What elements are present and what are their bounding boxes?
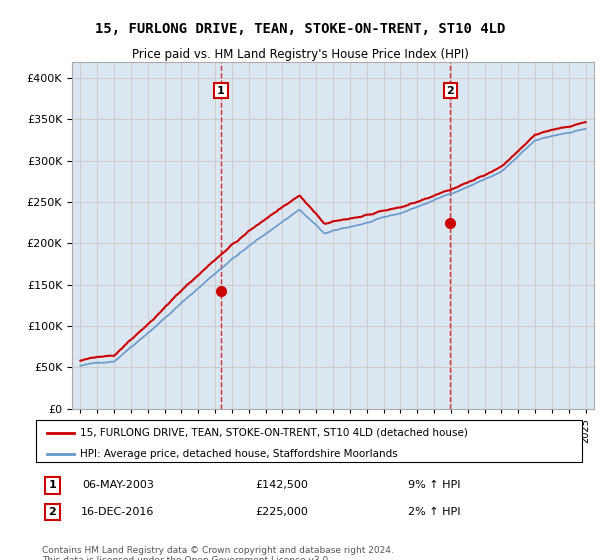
Text: 9% ↑ HPI: 9% ↑ HPI: [409, 480, 461, 490]
FancyBboxPatch shape: [36, 420, 582, 462]
Text: 1: 1: [49, 480, 56, 490]
Text: Price paid vs. HM Land Registry's House Price Index (HPI): Price paid vs. HM Land Registry's House …: [131, 48, 469, 60]
Text: 2: 2: [49, 507, 56, 517]
Text: 2% ↑ HPI: 2% ↑ HPI: [409, 507, 461, 517]
Text: HPI: Average price, detached house, Staffordshire Moorlands: HPI: Average price, detached house, Staf…: [80, 449, 397, 459]
Text: £142,500: £142,500: [255, 480, 308, 490]
Text: £225,000: £225,000: [255, 507, 308, 517]
Text: 16-DEC-2016: 16-DEC-2016: [81, 507, 155, 517]
Text: 1: 1: [217, 86, 225, 96]
Text: 15, FURLONG DRIVE, TEAN, STOKE-ON-TRENT, ST10 4LD (detached house): 15, FURLONG DRIVE, TEAN, STOKE-ON-TRENT,…: [80, 428, 467, 437]
Text: 2: 2: [446, 86, 454, 96]
Text: 06-MAY-2003: 06-MAY-2003: [82, 480, 154, 490]
Text: Contains HM Land Registry data © Crown copyright and database right 2024.
This d: Contains HM Land Registry data © Crown c…: [42, 546, 394, 560]
Text: 15, FURLONG DRIVE, TEAN, STOKE-ON-TRENT, ST10 4LD: 15, FURLONG DRIVE, TEAN, STOKE-ON-TRENT,…: [95, 22, 505, 36]
